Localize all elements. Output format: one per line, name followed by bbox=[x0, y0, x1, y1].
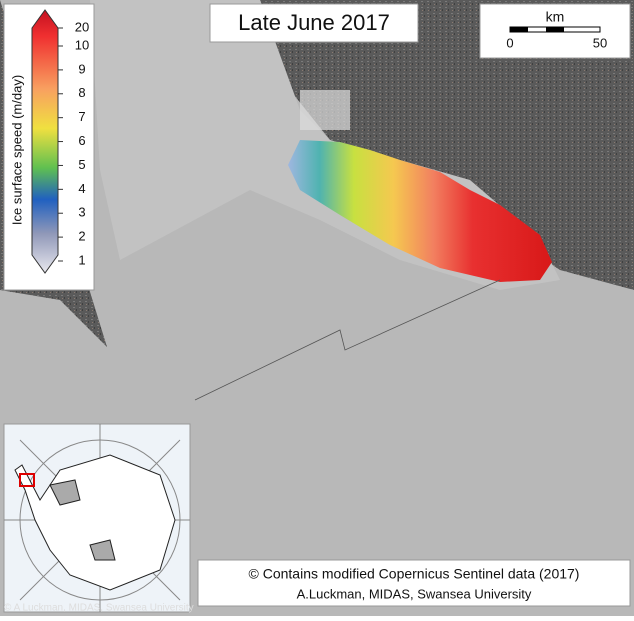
scale-unit: km bbox=[546, 9, 565, 25]
colorbar-tick-label: 2 bbox=[78, 229, 85, 244]
colorbar-tick-label: 9 bbox=[78, 61, 85, 76]
scale-label: 50 bbox=[593, 35, 607, 50]
colorbar-tick-label: 8 bbox=[78, 85, 85, 100]
credit-line: A.Luckman, MIDAS, Swansea University bbox=[297, 586, 532, 601]
colorbar-tick-label: 6 bbox=[78, 133, 85, 148]
colorbar-tick-label: 1 bbox=[78, 252, 85, 267]
title-box bbox=[209, 3, 419, 43]
colorbar-tick-label: 7 bbox=[78, 109, 85, 124]
credits-box bbox=[197, 559, 631, 607]
ice-patch bbox=[300, 90, 350, 130]
colorbar-tick-label: 20 bbox=[75, 19, 89, 34]
watermark: © A Luckman, MIDAS, Swansea University bbox=[4, 603, 194, 614]
scale-label: 0 bbox=[506, 35, 513, 50]
colorbar-tick-label: 10 bbox=[75, 37, 89, 52]
title: Late June 2017 bbox=[238, 10, 390, 35]
colorbar-tick-label: 4 bbox=[78, 181, 85, 196]
ice-speed-field bbox=[288, 140, 552, 282]
colorbar-tick-label: 3 bbox=[78, 205, 85, 220]
inset-map bbox=[3, 423, 191, 613]
colorbar-label: Ice surface speed (m/day) bbox=[9, 75, 24, 225]
colorbar-ticks: 20 10 9 8 7 6 5 4 3 2 1 bbox=[58, 19, 89, 267]
scale-segment bbox=[510, 27, 528, 32]
colorbar bbox=[31, 9, 59, 274]
rift-line bbox=[194, 279, 501, 401]
colorbar-tick-label: 5 bbox=[78, 157, 85, 172]
credit-line: © Contains modified Copernicus Sentinel … bbox=[249, 566, 580, 582]
scale-segment bbox=[546, 27, 564, 32]
